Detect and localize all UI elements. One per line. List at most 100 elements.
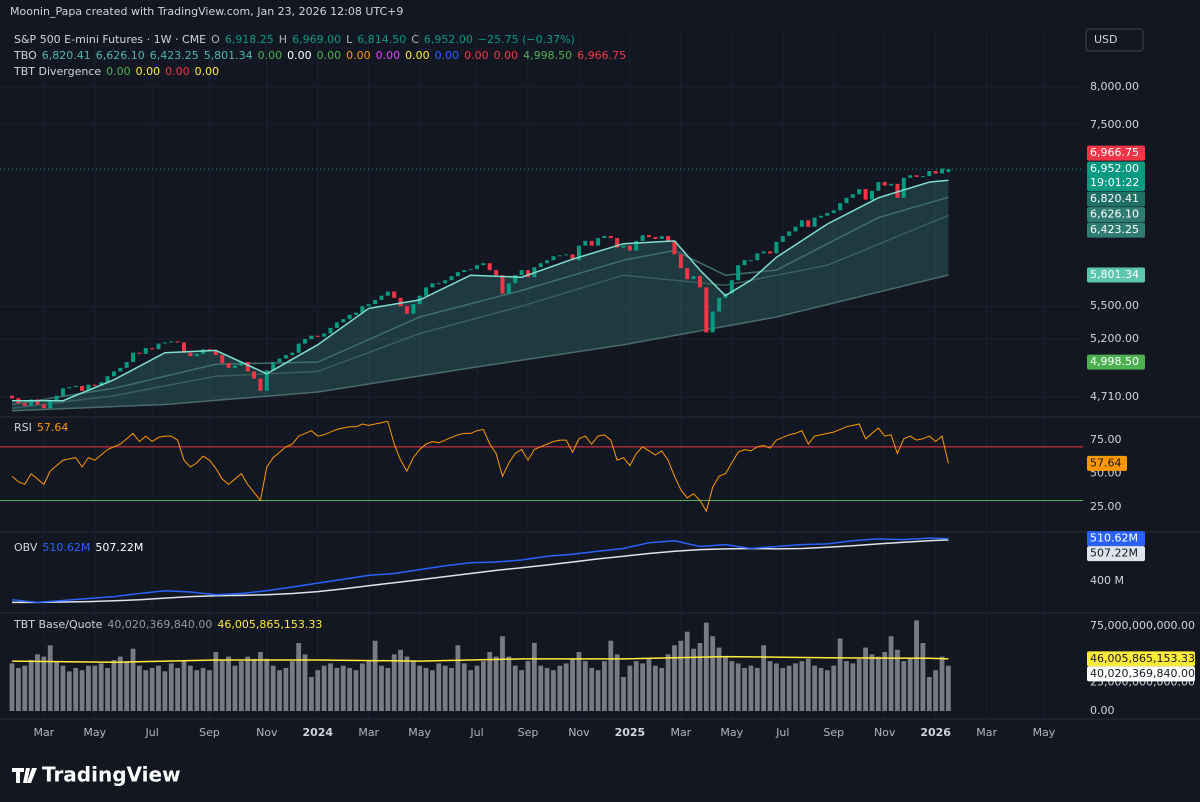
volume-bar — [493, 656, 499, 711]
candle-body — [519, 270, 524, 276]
x-tick-label: May — [83, 726, 106, 739]
volume-bar — [512, 665, 518, 711]
volume-bar — [786, 665, 792, 711]
x-tick-label: Sep — [823, 726, 844, 739]
candle-body — [404, 306, 409, 314]
volume-bar — [455, 645, 461, 711]
candle-body — [748, 260, 753, 262]
candle-body — [755, 253, 760, 261]
candle-body — [124, 362, 129, 368]
candle-body — [793, 226, 798, 232]
volume-bar — [914, 620, 919, 711]
volume-bar — [156, 665, 161, 711]
volume-bar — [608, 640, 614, 711]
candle-body — [347, 314, 352, 320]
volume-bar — [627, 665, 633, 711]
legend-item: 4,998.50 — [523, 49, 572, 62]
x-tick-label: 2024 — [302, 726, 333, 739]
candle-body — [538, 263, 543, 268]
candle-body — [264, 370, 269, 391]
candle-body — [774, 241, 779, 254]
legend-item: C — [411, 33, 419, 46]
indicator-line — [11, 420, 949, 513]
candle-body — [608, 236, 613, 239]
volume-bar — [296, 643, 302, 711]
volume-bar — [945, 665, 951, 711]
candle-body — [901, 177, 906, 198]
candle-body — [640, 235, 645, 241]
volume-bar — [423, 667, 429, 711]
volume-bar — [372, 640, 378, 711]
volume-bar — [691, 648, 696, 711]
volume-bar — [818, 667, 824, 711]
volume-bar — [207, 670, 212, 711]
volume-bar — [245, 656, 251, 711]
candle-body — [188, 352, 193, 357]
volume-bar — [754, 667, 760, 711]
candle-body — [736, 265, 741, 281]
candle-body — [863, 189, 868, 200]
price-label-box — [1087, 267, 1145, 283]
currency-button[interactable] — [1085, 28, 1144, 52]
legend-item: TBT Base/Quote — [13, 618, 103, 631]
volume-bar — [531, 643, 537, 711]
currency-label[interactable]: USD — [1094, 33, 1118, 46]
brand-logo: TradingView — [12, 763, 181, 787]
volume-bar — [149, 667, 155, 711]
legend-row: OBV 510.62M 507.22M — [14, 541, 143, 554]
x-tick-label: Nov — [568, 726, 590, 739]
y-tick-label: 75.00 — [1090, 433, 1122, 446]
legend-row: TBT Divergence 0.00 0.00 0.00 0.00 — [13, 65, 219, 78]
volume-bar — [22, 665, 28, 711]
volume-bar — [582, 661, 588, 711]
candle-body — [455, 272, 460, 277]
volume-bar — [308, 677, 314, 711]
candle-body — [226, 363, 231, 368]
volume-bar — [774, 663, 779, 711]
x-tick-label: Mar — [358, 726, 379, 739]
price-label-box — [1087, 191, 1145, 207]
volume-bar — [353, 670, 359, 711]
volume-bar — [793, 663, 798, 711]
y-tick-label: 5,200.00 — [1090, 332, 1139, 345]
candle-body — [615, 238, 620, 248]
legend-item: 46,005,865,153.33 — [217, 618, 322, 631]
candle-body — [443, 280, 448, 284]
volume-bar — [652, 665, 658, 711]
candle-body — [315, 335, 320, 337]
price-label-box — [1087, 207, 1145, 223]
volume-bar — [340, 665, 346, 711]
value-box — [1087, 455, 1127, 471]
band-line — [11, 196, 949, 406]
candle-body — [290, 352, 295, 356]
volume-bar — [901, 661, 907, 711]
legend-row: TBT Base/Quote 40,020,369,840.00 46,005,86… — [13, 618, 322, 631]
volume-bar — [589, 667, 595, 711]
x-tick-label: Nov — [874, 726, 896, 739]
volume-bar — [347, 667, 353, 711]
candle-body — [436, 283, 441, 285]
candle-body — [150, 348, 155, 350]
volume-bar — [410, 661, 416, 711]
volume-bar — [366, 661, 372, 711]
volume-bar — [735, 663, 741, 711]
candle-body — [857, 189, 862, 195]
legend-item: TBO — [13, 49, 37, 62]
cloud — [12, 180, 949, 411]
candle-body — [41, 404, 46, 409]
volume-bar — [277, 670, 282, 711]
candle-body — [181, 342, 186, 353]
volume-bar — [640, 663, 646, 711]
y-tick-label: 0.00 — [1090, 704, 1115, 717]
legend-item: 5,801.34 — [204, 49, 253, 62]
volume-bar — [506, 656, 512, 711]
x-tick-label: Sep — [199, 726, 220, 739]
volume-bar — [47, 645, 53, 711]
legend-item: 6,814.50 — [357, 33, 406, 46]
value-label: 510.62M — [1090, 532, 1138, 545]
candle-body — [385, 291, 390, 296]
volume-bar — [557, 665, 563, 711]
volume-bar — [672, 645, 677, 711]
legend-item: O — [211, 33, 220, 46]
